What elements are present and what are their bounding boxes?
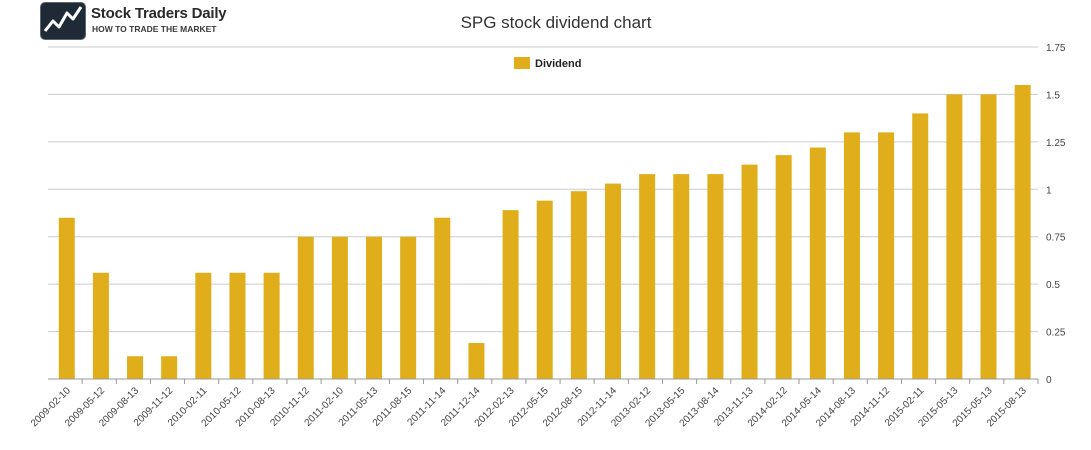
bar <box>570 191 587 379</box>
bar <box>58 217 75 379</box>
bar <box>980 94 997 379</box>
bar <box>468 342 485 379</box>
bar <box>229 272 246 379</box>
chart-logo-icon <box>40 2 86 40</box>
logo-subtitle: HOW TO TRADE THE MARKET <box>92 24 217 34</box>
chart-title: SPG stock dividend chart <box>461 13 652 32</box>
bar <box>1014 84 1031 379</box>
bar <box>809 147 826 379</box>
bar <box>843 132 860 379</box>
bar <box>912 113 929 380</box>
bar <box>775 155 792 379</box>
x-axis-ticks: 2009-02-102009-05-122009-08-132009-11-12… <box>29 379 1039 429</box>
y-tick-label: 1.25 <box>1046 138 1066 149</box>
y-tick-label: 0 <box>1046 375 1052 386</box>
logo-title: Stock Traders Daily <box>91 5 227 22</box>
legend-label: Dividend <box>535 58 581 70</box>
bar <box>536 200 553 379</box>
bar <box>195 272 212 379</box>
logo: Stock Traders Daily HOW TO TRADE THE MAR… <box>40 2 240 40</box>
bar <box>502 210 519 379</box>
bar <box>673 174 690 379</box>
bar <box>127 356 144 379</box>
bar <box>161 356 178 379</box>
bar <box>434 217 451 379</box>
bar <box>400 236 417 379</box>
bar <box>878 132 895 379</box>
bar <box>92 272 109 379</box>
y-tick-label: 0.5 <box>1046 280 1060 291</box>
y-axis-ticks: 0 0.25 0.5 0.75 1 1.25 1.5 1.75 <box>1046 43 1066 386</box>
bar <box>741 164 758 379</box>
y-tick-label: 0.25 <box>1046 328 1066 339</box>
bar <box>366 236 383 379</box>
y-tick-label: 1.75 <box>1046 43 1066 54</box>
bar <box>604 183 621 379</box>
y-tick-label: 1 <box>1046 185 1052 196</box>
y-tick-label: 0.75 <box>1046 233 1066 244</box>
bar <box>707 174 724 379</box>
bar <box>263 272 280 379</box>
y-tick-label: 1.5 <box>1046 90 1060 101</box>
legend: Dividend <box>514 57 581 70</box>
legend-swatch <box>514 57 530 69</box>
bar <box>946 94 963 379</box>
bars <box>58 84 1031 380</box>
bar <box>297 236 314 379</box>
bar <box>639 174 656 379</box>
bar <box>331 236 348 379</box>
